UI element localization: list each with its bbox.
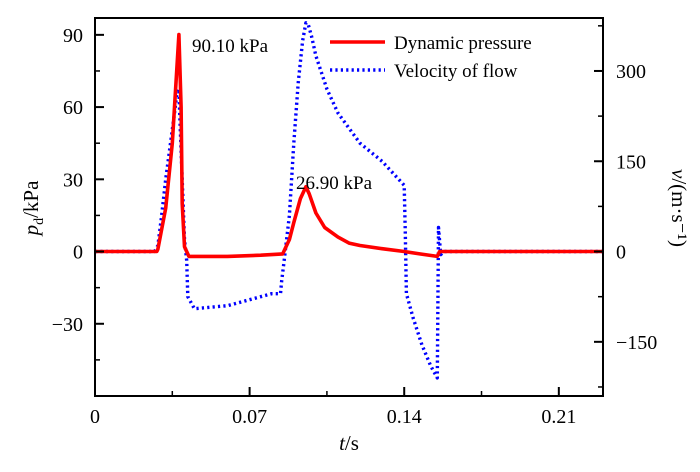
y-right-axis-label-group: v/(m·s⁻¹) [667, 169, 691, 247]
y-left-tick-label: −30 [52, 314, 83, 336]
velocity-series-line [95, 21, 603, 380]
peak-annotation-2: 26.90 kPa [296, 173, 373, 194]
y-left-tick-label: 0 [73, 242, 83, 264]
x-tick-label: 0 [90, 406, 100, 428]
legend: Dynamic pressure Velocity of flow [330, 33, 532, 82]
y-left-axis-label-group: pd/kPa [19, 180, 47, 238]
annotations: 90.10 kPa 26.90 kPa [192, 36, 373, 194]
x-tick-label: 0.21 [541, 406, 576, 428]
y-right-tick-label: 0 [616, 242, 626, 264]
legend-velocity-label: Velocity of flow [394, 61, 518, 82]
x-axis-label: t/s [339, 431, 359, 455]
peak-annotation-1: 90.10 kPa [192, 36, 269, 57]
y-left-axis-label: pd/kPa [19, 180, 47, 238]
x-tick-label: 0.07 [232, 406, 267, 428]
axis-labels: t/s pd/kPa v/(m·s⁻¹) [19, 169, 691, 455]
pressure-series-line [95, 32, 603, 259]
plot-frame [94, 17, 604, 397]
y-right-tick-label: 300 [616, 61, 646, 83]
y-right-tick-label: 150 [616, 151, 646, 173]
plot-lines [95, 21, 603, 380]
legend-pressure-label: Dynamic pressure [394, 33, 532, 54]
y-left-tick-label: 60 [63, 97, 83, 119]
y-left-tick-label: 30 [63, 169, 83, 191]
x-tick-label: 0.14 [387, 406, 422, 428]
y-right-axis-label: v/(m·s⁻¹) [667, 169, 691, 247]
y-left-tick-label: 90 [63, 25, 83, 47]
y-right-tick-label: −150 [616, 332, 657, 354]
axis-ticks: 0 0.07 0.14 0.21 −30 0 30 60 90 −150 0 150 300 [52, 25, 658, 428]
